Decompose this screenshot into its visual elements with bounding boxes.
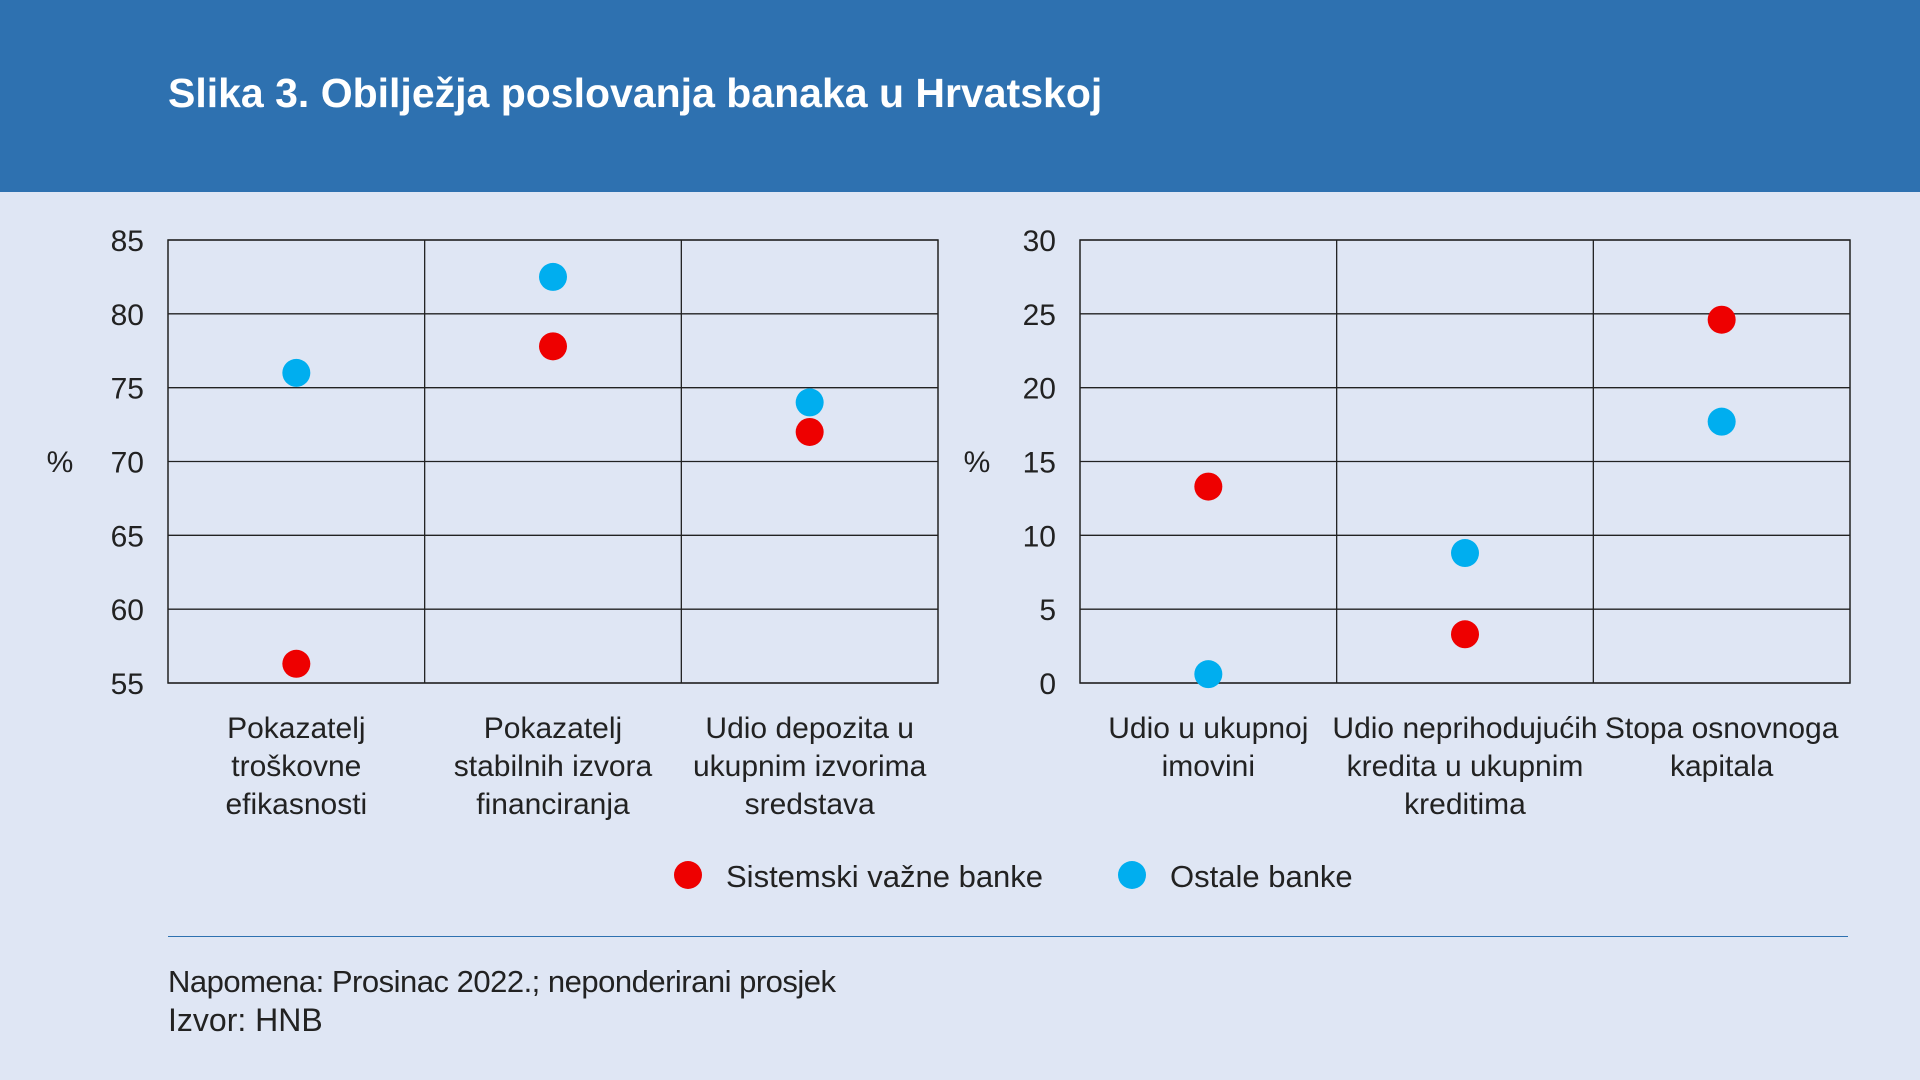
y-tick-label-1-0: 0 (1039, 668, 1056, 701)
chart-title: Slika 3. Obilježja poslovanja banaka u H… (168, 70, 1103, 116)
plot-frame-0 (167, 239, 939, 684)
category-label-0-2: Udio depozita u ukupnim izvorima sredstava (693, 712, 927, 821)
footnote-divider (168, 936, 1848, 937)
y-tick-label-0-0: 55 (111, 668, 144, 701)
legend-label-0: Sistemski važne banke (726, 859, 1043, 894)
data-point-0-0-1 (539, 332, 567, 361)
y-tick-label-0-2: 65 (111, 520, 144, 553)
data-point-1-0-2 (1707, 305, 1736, 334)
y-axis-label-0: % (47, 446, 74, 479)
legend-marker-0 (674, 861, 702, 889)
y-tick-label-1-4: 20 (1023, 373, 1056, 406)
footnote-note: Napomena: Prosinac 2022.; neponderirani … (168, 964, 836, 999)
y-tick-label-0-6: 85 (111, 225, 144, 258)
category-label-1-1: Udio neprihodujućih kredita u ukupnim kred… (1332, 712, 1597, 821)
y-tick-label-0-4: 75 (111, 373, 144, 406)
header-banner: Slika 3. Obilježja poslovanja banaka u H… (0, 0, 1920, 192)
data-point-0-1-2 (795, 388, 824, 417)
category-label-1-0: Udio u ukupnoj imovini (1108, 712, 1308, 783)
y-tick-label-0-1: 60 (111, 594, 144, 627)
category-label-0-0: Pokazatelj troškovne efikasnosti (225, 712, 367, 821)
data-point-1-1-1 (1451, 539, 1479, 568)
data-point-1-1-0 (1194, 660, 1223, 689)
y-tick-label-1-5: 25 (1023, 299, 1056, 332)
y-tick-label-1-1: 5 (1039, 594, 1056, 627)
data-point-1-1-2 (1707, 407, 1736, 436)
data-point-0-0-2 (795, 417, 824, 446)
category-label-1-2: Stopa osnovnoga kapitala (1605, 712, 1839, 783)
data-point-0-1-0 (282, 358, 311, 387)
y-tick-label-0-3: 70 (111, 447, 144, 480)
footnote-source: Izvor: HNB (168, 1002, 323, 1038)
y-tick-label-0-5: 80 (111, 299, 144, 332)
legend-label-1: Ostale banke (1170, 859, 1353, 894)
plot-frame-1 (1079, 239, 1851, 684)
y-tick-label-1-6: 30 (1023, 225, 1056, 258)
y-axis-label-1: % (964, 446, 991, 479)
data-point-0-1-1 (539, 262, 567, 291)
data-point-1-0-1 (1451, 620, 1479, 649)
y-tick-label-1-2: 10 (1023, 520, 1056, 553)
legend-marker-1 (1118, 861, 1146, 889)
y-tick-label-1-3: 15 (1023, 447, 1056, 480)
data-point-1-0-0 (1194, 472, 1223, 501)
category-label-0-1: Pokazatelj stabilnih izvora financiranja (454, 712, 653, 821)
data-point-0-0-0 (282, 649, 311, 678)
